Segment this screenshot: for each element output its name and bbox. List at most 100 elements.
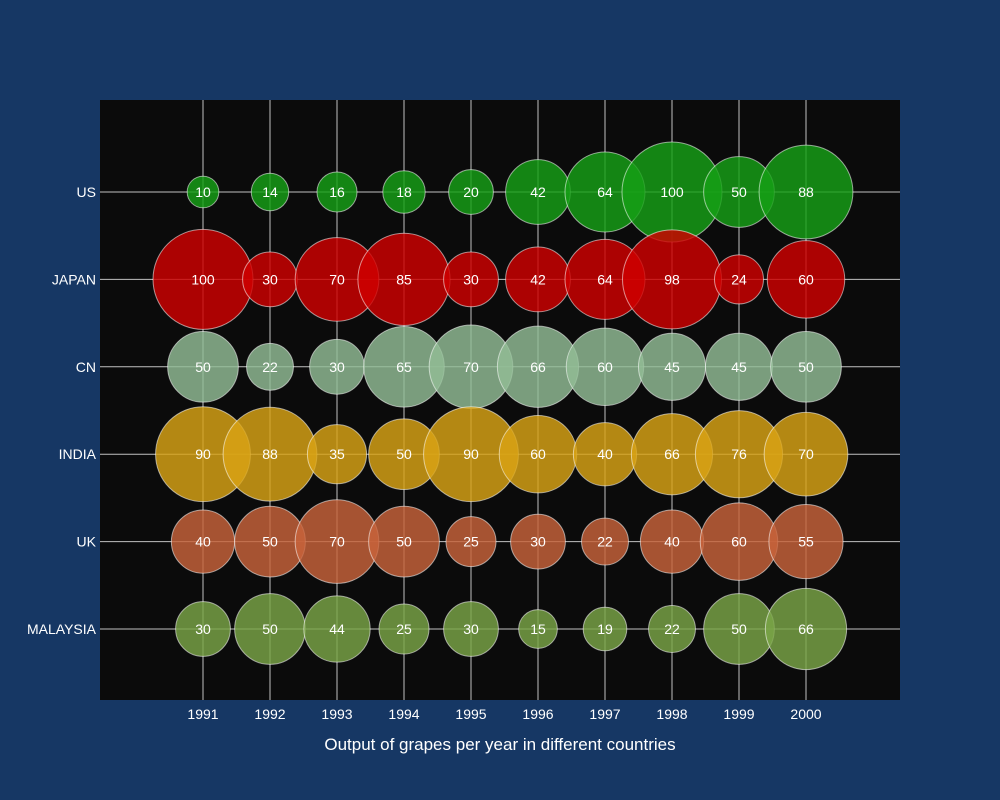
bubble-value-label: 30 — [463, 271, 479, 287]
bubble — [510, 513, 566, 570]
bubble-value-label: 88 — [798, 184, 814, 200]
bubble-value-label: 10 — [195, 184, 211, 200]
y-tick-label: INDIA — [59, 446, 97, 462]
bubble-value-label: 50 — [731, 621, 747, 637]
bubble-value-label: 35 — [329, 446, 345, 462]
bubble-value-label: 100 — [660, 184, 684, 200]
x-tick-label: 1991 — [187, 706, 218, 722]
bubble-value-label: 100 — [191, 271, 215, 287]
bubble-value-label: 70 — [463, 359, 479, 375]
bubble-value-label: 16 — [329, 184, 345, 200]
bubble-value-label: 50 — [396, 534, 412, 550]
bubble-value-label: 70 — [329, 534, 345, 550]
y-tick-label: MALAYSIA — [27, 621, 97, 637]
bubble — [448, 169, 494, 215]
bubble — [758, 144, 854, 240]
bubble-value-label: 76 — [731, 446, 747, 462]
bubble-value-label: 19 — [597, 621, 613, 637]
bubble-value-label: 55 — [798, 534, 814, 550]
bubble — [648, 605, 696, 653]
bubble — [167, 330, 239, 403]
bubble — [303, 595, 371, 663]
bubble-value-label: 65 — [396, 359, 412, 375]
bubble-value-label: 60 — [798, 271, 814, 287]
bubble-value-label: 50 — [396, 446, 412, 462]
bubble-value-label: 60 — [731, 534, 747, 550]
bubble-value-label: 50 — [798, 359, 814, 375]
bubble-value-label: 30 — [463, 621, 479, 637]
bubble-value-label: 88 — [262, 446, 278, 462]
bubble — [443, 601, 499, 657]
bubble-labels: 10 14 16 18 20 42 64 100 50 88 100 30 70 85 30 42 64 98 24… — [191, 184, 814, 637]
bubble — [766, 240, 846, 319]
bubble — [306, 424, 368, 485]
bubble-value-label: 98 — [664, 271, 680, 287]
bubble-value-label: 66 — [798, 621, 814, 637]
bubble-value-label: 64 — [597, 184, 613, 200]
bubble — [582, 606, 628, 652]
bubble — [518, 609, 558, 649]
x-tick-label: 1996 — [522, 706, 553, 722]
bubble-value-label: 60 — [597, 359, 613, 375]
x-tick-label: 1993 — [321, 706, 352, 722]
x-axis-tick-labels: 1991 1992 1993 1994 1995 1996 1997 1998 1999 2000 — [187, 706, 821, 722]
x-tick-label: 1997 — [589, 706, 620, 722]
bubble-value-label: 14 — [262, 184, 278, 200]
bubble — [763, 411, 849, 497]
bubble-value-label: 85 — [396, 271, 412, 287]
bubble — [443, 251, 499, 308]
y-tick-label: US — [77, 184, 96, 200]
bubble-value-label: 50 — [195, 359, 211, 375]
bubble-value-label: 30 — [195, 621, 211, 637]
x-tick-label: 1995 — [455, 706, 486, 722]
bubble — [764, 587, 848, 671]
bubble-value-label: 40 — [195, 534, 211, 550]
x-tick-label: 1998 — [656, 706, 687, 722]
bubble — [368, 505, 440, 578]
bubble-value-label: 30 — [530, 534, 546, 550]
y-tick-label: UK — [77, 534, 97, 550]
bubble-value-label: 20 — [463, 184, 479, 200]
bubble-value-label: 15 — [530, 621, 546, 637]
x-tick-label: 1994 — [388, 706, 419, 722]
bubble-value-label: 25 — [463, 534, 479, 550]
y-tick-label: CN — [76, 359, 96, 375]
x-tick-label: 1992 — [254, 706, 285, 722]
bubble — [382, 170, 426, 214]
bubble-value-label: 50 — [262, 534, 278, 550]
bubble-value-label: 64 — [597, 271, 613, 287]
bubble-value-label: 66 — [664, 446, 680, 462]
bubble — [378, 603, 430, 655]
bubble-value-label: 30 — [262, 271, 278, 287]
bubble-value-label: 22 — [597, 534, 613, 550]
bubble-value-label: 60 — [530, 446, 546, 462]
bubble-value-label: 25 — [396, 621, 412, 637]
bubble — [316, 171, 358, 213]
bubble-value-label: 40 — [597, 446, 613, 462]
y-axis-tick-labels: US JAPAN CN INDIA UK MALAYSIA — [27, 184, 97, 637]
bubble-value-label: 90 — [195, 446, 211, 462]
bubble-value-label: 70 — [798, 446, 814, 462]
bubble — [246, 342, 294, 391]
bubble-value-label: 40 — [664, 534, 680, 550]
bubble-value-label: 50 — [262, 621, 278, 637]
bubble-value-label: 90 — [463, 446, 479, 462]
bubble — [714, 254, 764, 305]
bubble-value-label: 66 — [530, 359, 546, 375]
bubble-value-label: 45 — [731, 359, 747, 375]
bubble-value-label: 42 — [530, 184, 546, 200]
bubble — [581, 517, 629, 566]
x-axis-label: Output of grapes per year in different c… — [324, 735, 675, 754]
bubble — [768, 504, 844, 580]
bubble-value-label: 44 — [329, 621, 345, 637]
bubbles — [152, 141, 854, 671]
bubble — [175, 601, 231, 657]
bubble — [770, 330, 842, 403]
bubble-value-label: 24 — [731, 271, 747, 287]
bubble-value-label: 42 — [530, 271, 546, 287]
bubble-value-label: 45 — [664, 359, 680, 375]
bubble — [445, 516, 497, 568]
bubble-value-label: 70 — [329, 271, 345, 287]
x-tick-label: 2000 — [790, 706, 821, 722]
